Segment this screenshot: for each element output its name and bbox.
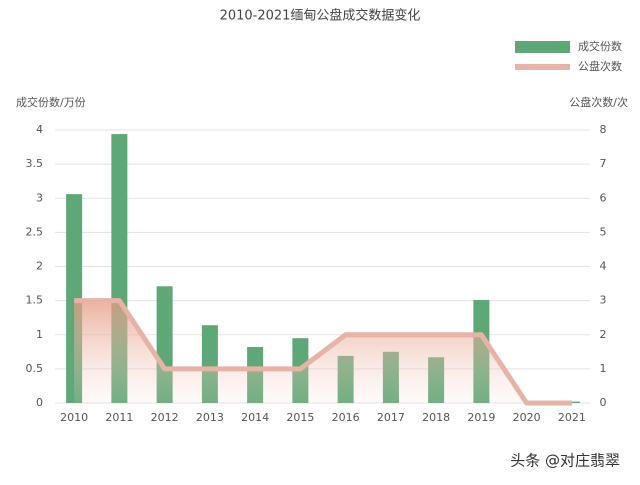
chart-title: 2010-2021缅甸公盘成交数据变化: [220, 8, 421, 24]
y2-tick-label: 5: [600, 225, 607, 238]
x-tick-label: 2016: [332, 411, 360, 424]
y2-tick-label: 7: [600, 157, 607, 170]
watermark: 头条 @对庄翡翠: [510, 452, 620, 470]
x-tick-label: 2010: [60, 411, 88, 424]
y2-tick-label: 6: [600, 191, 607, 204]
y2-tick-label: 0: [600, 396, 607, 409]
x-tick-label: 2011: [105, 411, 133, 424]
x-tick-label: 2012: [151, 411, 179, 424]
x-tick-label: 2014: [241, 411, 269, 424]
y-axis-title: 成交份数/万份: [16, 95, 86, 109]
y-tick-label: 1: [36, 328, 43, 341]
y-tick-label: 0: [36, 396, 43, 409]
legend-label: 成交份数: [578, 39, 622, 53]
legend-swatch: [515, 41, 570, 53]
y2-tick-label: 4: [600, 260, 607, 273]
x-tick-label: 2021: [558, 411, 586, 424]
y-tick-label: 2.5: [26, 225, 44, 238]
y2-tick-label: 2: [600, 328, 607, 341]
x-tick-label: 2015: [286, 411, 314, 424]
x-tick-label: 2017: [377, 411, 405, 424]
y-tick-label: 0.5: [26, 362, 44, 375]
y-tick-label: 3: [36, 191, 43, 204]
y2-tick-label: 8: [600, 123, 607, 136]
x-tick-label: 2018: [422, 411, 450, 424]
line: [74, 298, 572, 406]
y2-tick-label: 1: [600, 362, 607, 375]
y2-axis-title: 公盘次数/次: [569, 95, 628, 109]
y2-tick-label: 3: [600, 294, 607, 307]
y-tick-label: 1.5: [26, 294, 44, 307]
legend-label: 公盘次数: [578, 59, 622, 73]
y-tick-label: 4: [36, 123, 43, 136]
x-tick-label: 2019: [467, 411, 495, 424]
x-tick-label: 2020: [513, 411, 541, 424]
y-tick-label: 3.5: [26, 157, 44, 170]
y-tick-label: 2: [36, 260, 43, 273]
x-tick-label: 2013: [196, 411, 224, 424]
legend-swatch: [515, 64, 570, 70]
